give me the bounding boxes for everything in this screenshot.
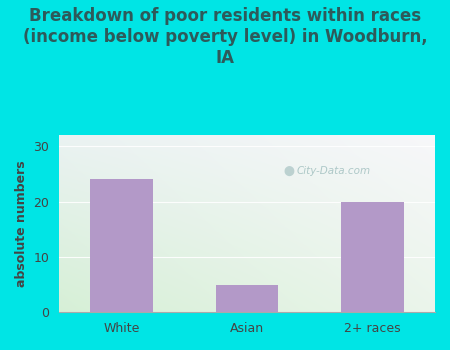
Text: Breakdown of poor residents within races
(income below poverty level) in Woodbur: Breakdown of poor residents within races… — [22, 7, 427, 66]
Text: City-Data.com: City-Data.com — [297, 166, 371, 176]
Bar — [90, 180, 153, 312]
Text: ⬤: ⬤ — [283, 166, 294, 176]
Bar — [216, 285, 279, 312]
Bar — [341, 202, 404, 312]
Y-axis label: absolute numbers: absolute numbers — [15, 160, 28, 287]
